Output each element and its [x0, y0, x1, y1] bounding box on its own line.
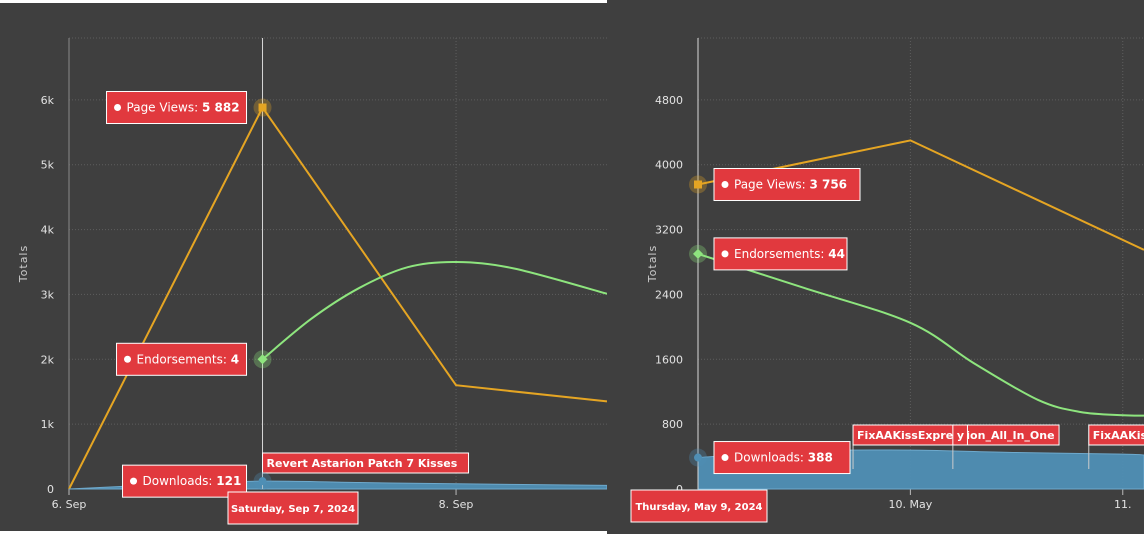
tooltip-bullet: [721, 250, 729, 258]
tooltip-series-value: 4: [231, 352, 239, 366]
tooltip-box: [116, 342, 248, 376]
event-flag-box[interactable]: [1088, 424, 1144, 446]
series-line-endorsements[interactable]: [697, 252, 1144, 417]
tooltip-box: [713, 167, 861, 201]
y-tick-label: 800: [662, 418, 683, 431]
date-tooltip: Thursday, May 9, 2024: [630, 489, 768, 523]
tooltip-series-label: Downloads:: [734, 451, 808, 465]
tooltip-downloads: Downloads: 388: [713, 441, 851, 475]
y-tick-label: 3k: [41, 288, 55, 301]
point-marker-endorsements[interactable]: [693, 248, 703, 259]
tooltip-series-value: 3 756: [809, 177, 847, 191]
y-tick-label: 6k: [41, 94, 55, 107]
date-tooltip-label: Saturday, Sep 7, 2024: [231, 504, 355, 515]
tooltip-bullet: [124, 355, 132, 363]
point-marker-page_views[interactable]: [694, 180, 702, 189]
point-marker-downloads[interactable]: [258, 477, 267, 486]
top-edge: [0, 0, 607, 3]
tooltip-text: Page Views: 5 882: [127, 101, 240, 115]
tooltip-endorsements: Endorsements: 44: [713, 237, 848, 271]
event-flag-box[interactable]: [262, 452, 470, 474]
tooltip-series-label: Endorsements:: [734, 247, 828, 261]
date-tooltip-box: [630, 489, 768, 523]
tooltip-series-label: Page Views:: [127, 101, 202, 115]
date-tooltip-label: Thursday, May 9, 2024: [635, 502, 762, 513]
y-tick-label: 2400: [655, 288, 683, 301]
tooltip-downloads: Downloads: 121: [122, 464, 248, 498]
y-axis-title: Totals: [646, 245, 659, 283]
tooltip-endorsements: Endorsements: 4: [116, 342, 248, 376]
tooltip-series-label: Endorsements:: [137, 352, 231, 366]
tooltip-bullet: [114, 104, 122, 112]
event-flag-label: Revert Astarion Patch 7 Kisses: [267, 457, 458, 470]
tooltip-text: Page Views: 3 756: [734, 177, 847, 191]
stats-chart-may-2024[interactable]: 08001600240032004000480010. May11.Totals…: [607, 0, 1144, 534]
tooltip-series-value: 121: [216, 474, 241, 488]
date-tooltip: Saturday, Sep 7, 2024: [227, 491, 359, 525]
y-tick-label: 4000: [655, 159, 683, 172]
date-tooltip-box: [227, 491, 359, 525]
event-flag[interactable]: y: [952, 424, 968, 469]
series-line-page_views[interactable]: [68, 105, 607, 490]
tooltip-series-value: 44: [828, 247, 845, 261]
x-tick-label: 10. May: [889, 498, 933, 511]
tooltip-text: Endorsements: 44: [734, 247, 845, 261]
tooltip-box: [713, 237, 848, 271]
y-tick-label: 5k: [41, 159, 55, 172]
x-tick-label: 6. Sep: [52, 498, 87, 511]
chart-background: [0, 0, 607, 531]
tooltip-series-value: 5 882: [202, 101, 240, 115]
tooltip-page_views: Page Views: 3 756: [713, 167, 861, 201]
tooltip-box: [106, 91, 248, 125]
y-axis-title: Totals: [17, 245, 30, 283]
tooltip-series-label: Page Views:: [734, 177, 809, 191]
event-flag[interactable]: Revert Astarion Patch 7 Kisses: [262, 452, 470, 474]
tooltip-box: [713, 441, 851, 475]
point-marker-endorsements[interactable]: [257, 354, 268, 365]
chart-panel-left: 0 1k 2k 3k 4k 5k 6k 6. Sep 8. Sep Totals Revert As…: [0, 0, 607, 531]
tooltip-bullet: [721, 454, 729, 462]
y-tick-label: 3200: [655, 224, 683, 237]
tooltip-text: Downloads: 121: [143, 474, 242, 488]
tooltip-text: Endorsements: 4: [137, 352, 240, 366]
y-tick-label: 1k: [41, 418, 55, 431]
tooltip-box: [122, 464, 248, 498]
tooltip-text: Downloads: 388: [734, 451, 833, 465]
y-tick-label: 4k: [41, 224, 55, 237]
event-flag-label: y: [957, 429, 964, 442]
tooltip-page_views: Page Views: 5 882: [106, 91, 248, 125]
stats-chart-sep-2024[interactable]: 0 1k 2k 3k 4k 5k 6k 6. Sep 8. Sep Totals Revert As…: [0, 0, 607, 531]
point-marker-page_views[interactable]: [258, 103, 267, 112]
series-line-endorsements[interactable]: [261, 260, 607, 361]
tooltip-bullet: [130, 477, 138, 485]
event-flag[interactable]: FixAAKiss: [1088, 424, 1144, 469]
y-tick-label: 4800: [655, 94, 683, 107]
tooltip-series-label: Downloads:: [143, 474, 217, 488]
event-flag-box[interactable]: [952, 424, 968, 446]
tooltip-bullet: [721, 180, 729, 188]
tooltip-series-value: 388: [808, 451, 833, 465]
x-tick-label: 11.: [1114, 498, 1132, 511]
point-marker-downloads[interactable]: [694, 453, 702, 462]
x-tick-label: 8. Sep: [439, 498, 474, 511]
chart-panel-right: 08001600240032004000480010. May11.Totals…: [607, 0, 1144, 534]
y-tick-label: 1600: [655, 353, 683, 366]
y-tick-label: 0: [47, 483, 54, 496]
event-flag-label: FixAAKiss: [1093, 429, 1144, 442]
y-tick-label: 2k: [41, 353, 55, 366]
